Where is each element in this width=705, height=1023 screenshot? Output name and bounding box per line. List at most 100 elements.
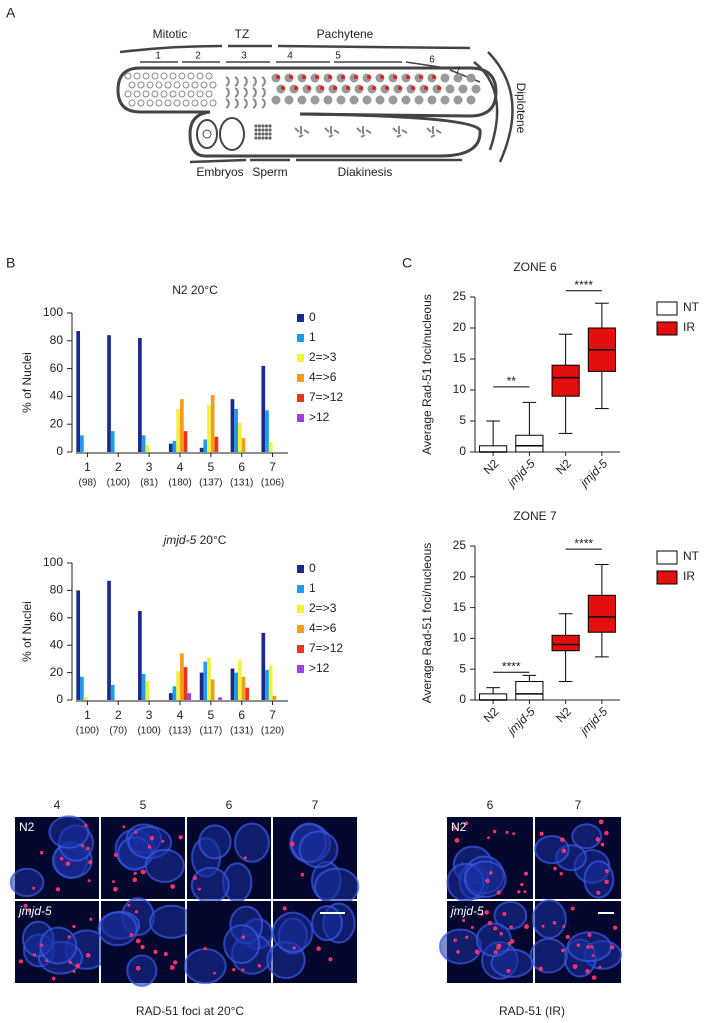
focus xyxy=(281,86,285,90)
bar xyxy=(107,335,111,452)
y-tick-label: 40 xyxy=(50,389,64,403)
sample-size: (81) xyxy=(140,478,158,489)
bar xyxy=(183,431,188,452)
nucleus xyxy=(137,99,145,107)
rad51-focus xyxy=(499,932,503,936)
zone-label: 1 xyxy=(155,51,161,62)
y-axis-label: % of Nuclei xyxy=(20,601,34,662)
nucleus xyxy=(234,87,239,98)
nucleus xyxy=(124,90,132,98)
nucleus xyxy=(169,72,177,80)
stage-line xyxy=(189,158,462,164)
rad51-focus xyxy=(586,945,590,949)
nucleus xyxy=(243,87,248,98)
nucleus xyxy=(464,860,507,899)
nucleus xyxy=(128,81,136,89)
legend-swatch xyxy=(297,414,304,422)
y-tick-label: 20 xyxy=(50,416,64,430)
rad51-focus xyxy=(474,949,480,955)
column-label: 6 xyxy=(487,798,494,812)
stage-line xyxy=(487,51,514,163)
nucleus xyxy=(133,72,141,80)
rad51-focus xyxy=(51,976,56,981)
nucleus xyxy=(160,90,168,98)
x-tick-label: 3 xyxy=(146,708,153,722)
nucleus xyxy=(173,99,181,107)
rad51-focus xyxy=(132,877,138,883)
rad51-focus xyxy=(67,935,71,939)
rad51-focus xyxy=(493,926,498,931)
y-tick-label: 100 xyxy=(43,305,63,319)
sperm xyxy=(268,124,272,128)
legend-label: 1 xyxy=(309,581,316,595)
focus xyxy=(385,86,389,90)
bar xyxy=(145,445,150,452)
rad51-focus xyxy=(32,886,36,890)
panel-label: B xyxy=(6,255,15,271)
nucleus xyxy=(225,76,230,87)
nucleus xyxy=(323,95,333,105)
nucleus xyxy=(146,81,154,89)
rad51-focus xyxy=(590,945,594,949)
rad51-focus xyxy=(496,890,502,895)
gonad-outline xyxy=(188,110,482,158)
nucleus xyxy=(252,87,257,98)
nucleus xyxy=(414,95,424,105)
nucleus xyxy=(225,87,230,98)
rad51-focus xyxy=(122,825,126,829)
rad51-focus xyxy=(493,950,498,955)
chart-title: N2 20°C xyxy=(172,283,218,297)
x-tick-label: 6 xyxy=(238,708,245,722)
bar xyxy=(207,657,211,700)
chromosome xyxy=(392,126,408,138)
rad51-focus xyxy=(492,829,497,834)
focus xyxy=(406,75,410,79)
rad51-focus xyxy=(487,921,493,926)
bar xyxy=(199,447,204,452)
rad51-focus xyxy=(470,925,474,929)
nucleus xyxy=(200,99,208,107)
nucleus xyxy=(529,937,568,974)
nucleus xyxy=(261,76,266,87)
rad51-focus xyxy=(502,911,507,916)
rad51-focus xyxy=(170,884,175,889)
box xyxy=(551,634,580,652)
nucleus xyxy=(149,904,194,939)
bar xyxy=(183,667,188,700)
y-axis-label: Average Rad-51 foci/nucleous xyxy=(420,543,434,704)
bar xyxy=(187,693,192,700)
focus xyxy=(372,86,376,90)
y-tick-label: 100 xyxy=(43,555,63,569)
focus xyxy=(393,75,397,79)
y-tick-label: 10 xyxy=(453,382,467,396)
nucleus xyxy=(151,90,159,98)
rad51-focus xyxy=(68,960,73,965)
sample-size: (100) xyxy=(137,726,160,737)
rad51-focus xyxy=(289,841,295,847)
rad51-focus xyxy=(328,957,333,962)
bar xyxy=(238,422,242,452)
x-tick-label: 1 xyxy=(84,708,91,722)
bar xyxy=(234,672,239,700)
sperm xyxy=(268,132,272,136)
legend-swatch xyxy=(297,565,304,573)
rad51-focus xyxy=(203,946,207,951)
nucleus xyxy=(453,73,463,83)
nucleus xyxy=(534,834,570,865)
nucleus xyxy=(284,95,294,105)
rad51-focus xyxy=(598,965,602,969)
bar xyxy=(172,440,177,452)
rad51-focus xyxy=(89,917,93,921)
box xyxy=(479,445,508,453)
nucleus xyxy=(438,928,482,965)
rad51-focus xyxy=(84,823,88,828)
x-tick-label: N2 xyxy=(481,456,502,477)
nucleus xyxy=(209,81,217,89)
rad51-focus xyxy=(135,965,141,971)
rad51-focus xyxy=(600,842,605,847)
rad51-focus xyxy=(454,838,460,843)
rad51-focus xyxy=(485,878,490,883)
sperm xyxy=(264,128,269,132)
bar xyxy=(168,443,173,452)
